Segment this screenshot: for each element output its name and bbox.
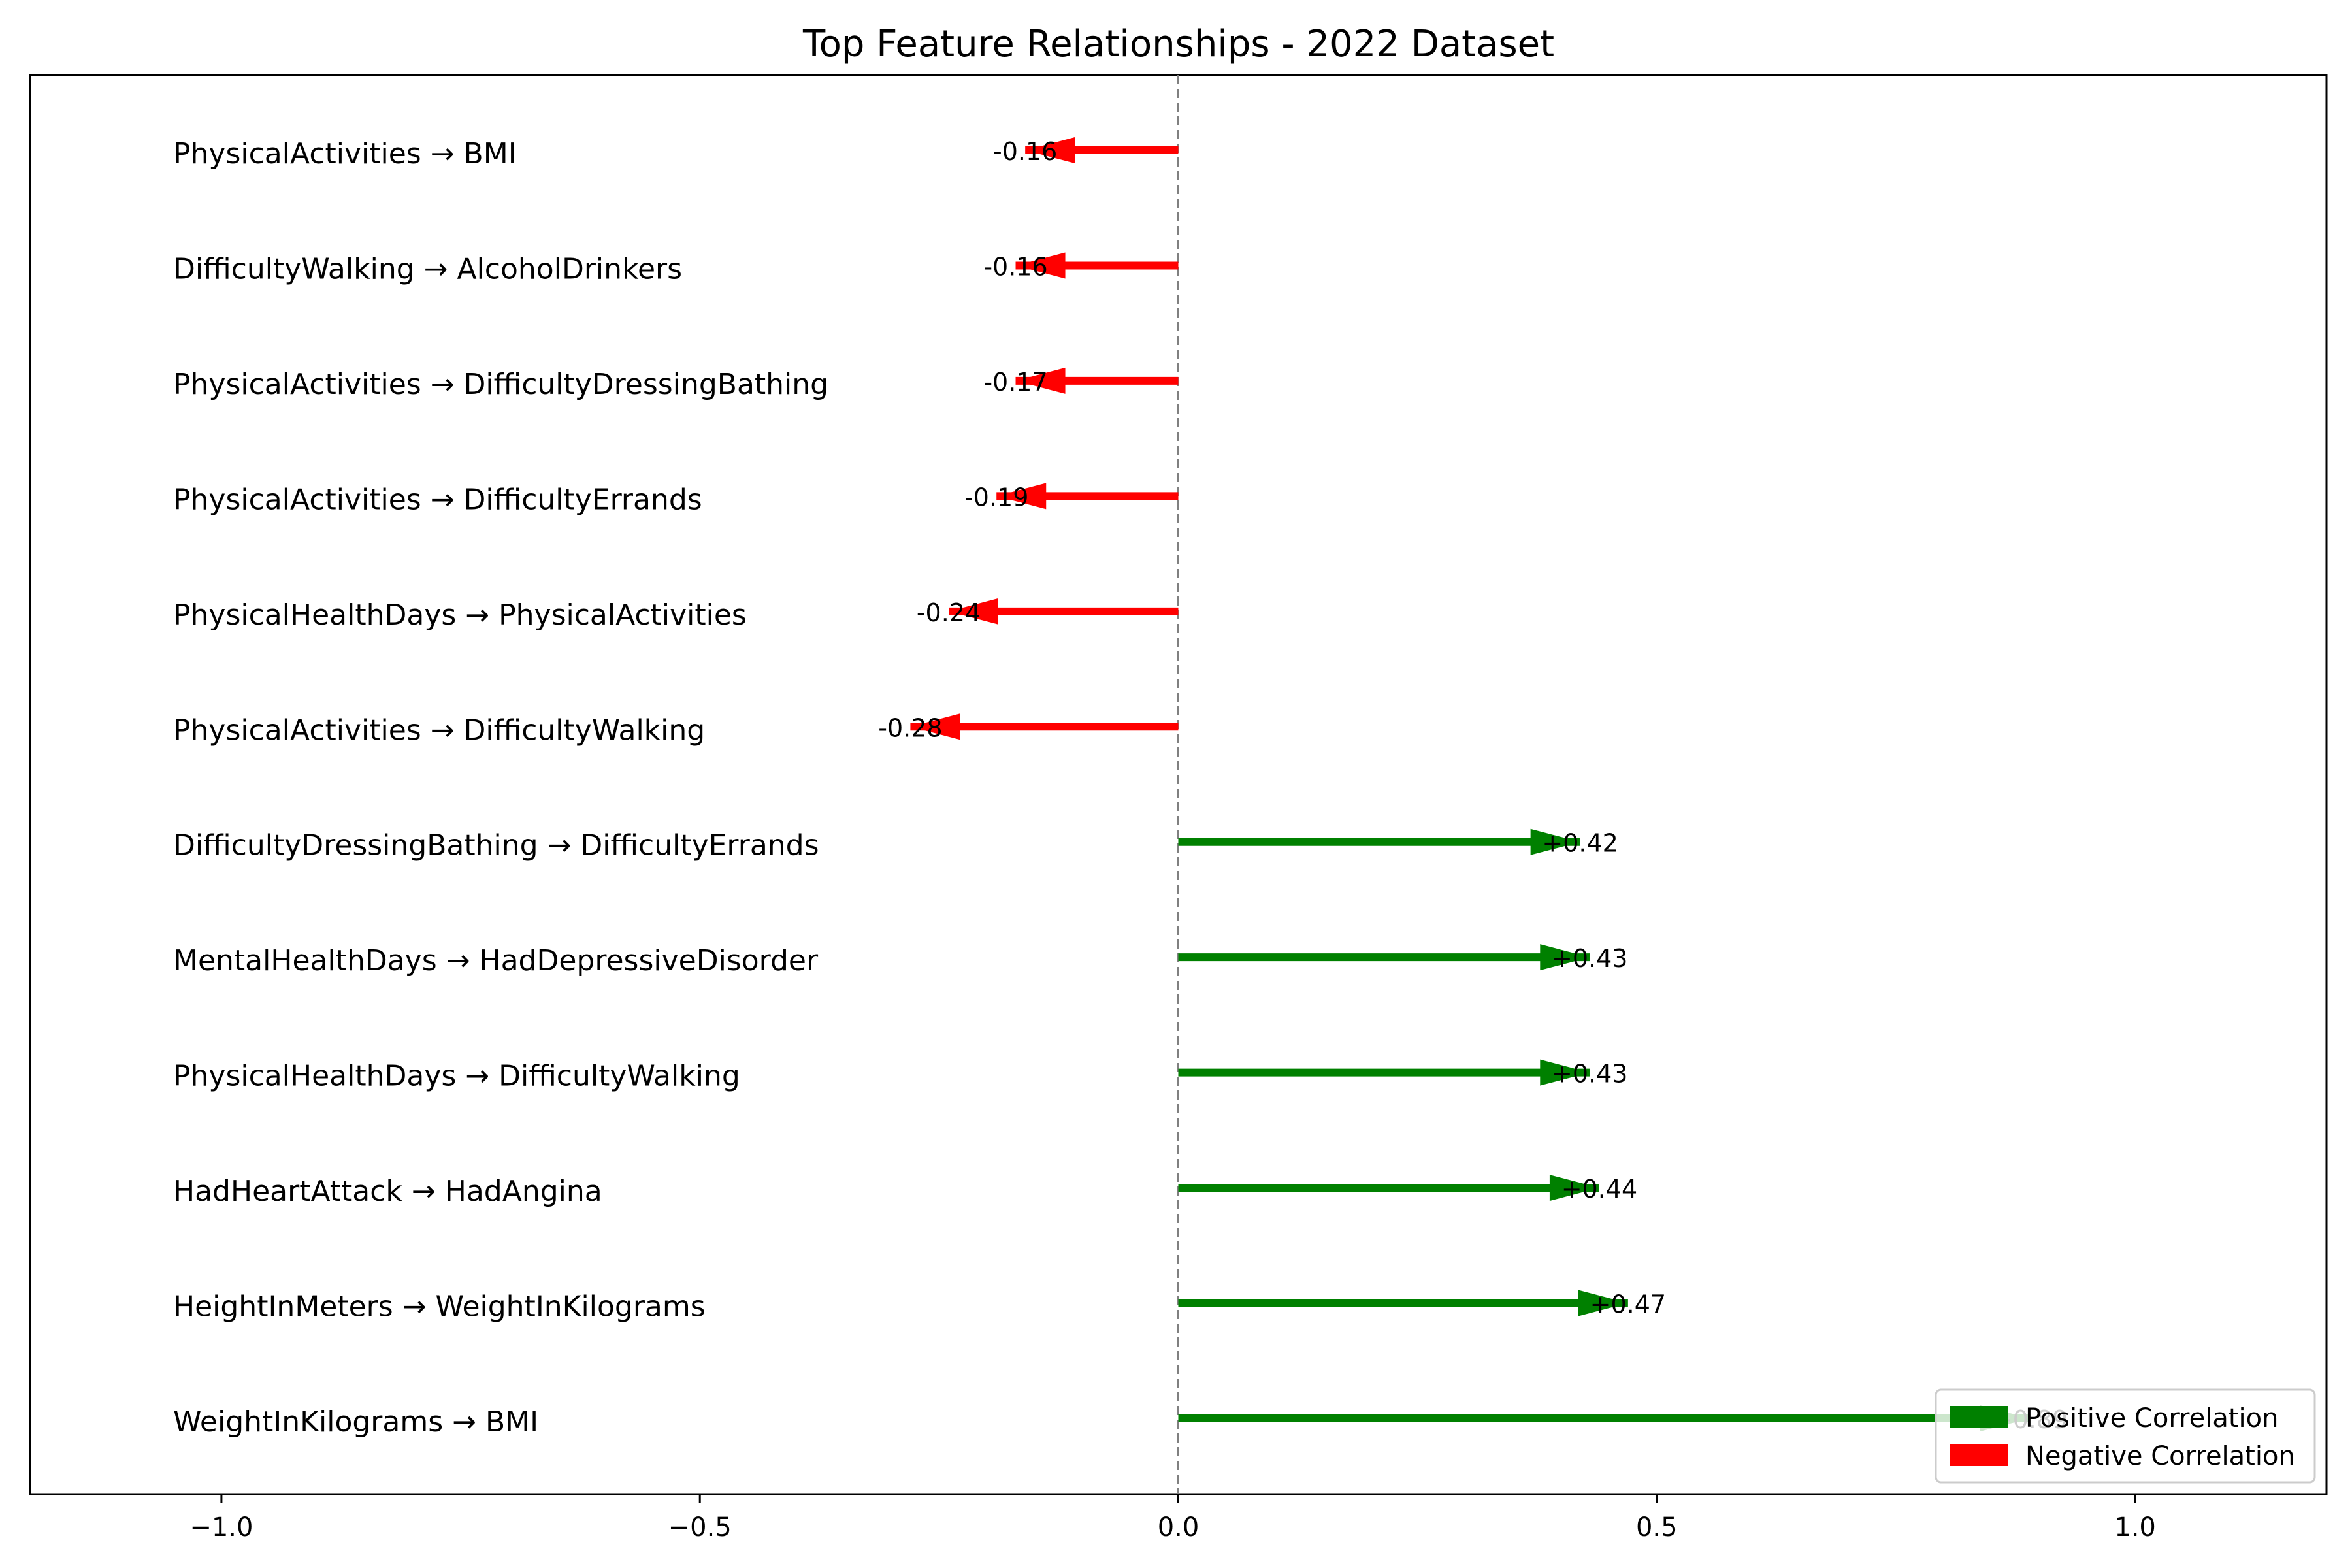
value-label: -0.28 [878,713,942,742]
relationship-label: DifficultyWalking → AlcoholDrinkers [173,252,682,286]
x-tick-label: −0.5 [668,1512,732,1543]
value-label: +0.43 [1552,944,1627,973]
relationship-item: HadHeartAttack → HadAngina +0.44 [173,1175,1637,1208]
relationship-item: DifficultyDressingBathing → DifficultyEr… [173,828,1618,862]
arrow-head [949,598,998,625]
value-label: +0.44 [1561,1175,1637,1203]
value-label: +0.42 [1542,829,1618,858]
relationship-label: WeightInKilograms → BMI [173,1405,538,1439]
arrow-head [910,713,960,740]
value-label: -0.17 [983,368,1047,397]
arrow-head [1540,944,1590,971]
relationship-label: PhysicalActivities → DifficultyWalking [173,713,705,747]
relationship-label: PhysicalActivities → DifficultyErrands [173,483,702,516]
relationship-item: PhysicalActivities → DifficultyWalking -0… [173,713,1179,747]
relationship-item: DifficultyWalking → AlcoholDrinkers -0.16 [173,252,1179,286]
value-label: -0.19 [964,483,1028,512]
x-tick-label: 0.5 [1636,1512,1678,1543]
arrow-head [1025,137,1075,163]
relationship-label: PhysicalActivities → DifficultyDressingB… [173,368,828,401]
relationship-label: HeightInMeters → WeightInKilograms [173,1290,706,1324]
legend-label: Negative Correlation [2025,1441,2295,1471]
relationship-label: PhysicalHealthDays → DifficultyWalking [173,1060,740,1093]
value-label: -0.24 [917,598,981,627]
legend [1935,1388,2316,1484]
arrow-head [1015,367,1066,394]
arrow-head [1578,1290,1628,1316]
relationship-item: HeightInMeters → WeightInKilograms +0.47 [173,1290,1666,1324]
value-label: +0.47 [1590,1290,1666,1319]
relationship-item: PhysicalHealthDays → DifficultyWalking +0… [173,1059,1627,1093]
x-tick-label: 0.0 [1158,1512,1200,1543]
relationship-label: DifficultyDressingBathing → DifficultyEr… [173,829,819,862]
x-tick-label: 1.0 [2114,1512,2156,1543]
relationship-item: PhysicalActivities → DifficultyErrands -0… [173,483,1179,516]
legend-swatch [1950,1444,2008,1466]
legend-swatch [1950,1406,2008,1428]
relationship-label: MentalHealthDays → HadDepressiveDisorder [173,944,819,977]
relationship-label: PhysicalActivities → BMI [173,137,517,171]
relationship-label: HadHeartAttack → HadAngina [173,1175,602,1208]
x-tick-label: −1.0 [189,1512,253,1543]
value-label: +0.43 [1552,1060,1627,1088]
arrow-head [1549,1175,1599,1201]
relationship-item: PhysicalActivities → DifficultyDressingB… [173,367,1179,401]
chart-title: Top Feature Relationships - 2022 Dataset [802,23,1554,65]
value-label: -0.16 [993,137,1057,166]
relationship-item: PhysicalActivities → BMI -0.16 [173,137,1179,171]
relationship-item: MentalHealthDays → HadDepressiveDisorder… [173,944,1627,977]
value-label: -0.16 [983,252,1047,281]
legend-label: Positive Correlation [2025,1403,2278,1433]
arrow-head [1540,1059,1590,1086]
relationship-label: PhysicalHealthDays → PhysicalActivities [173,598,747,632]
arrow-head [1015,252,1066,279]
arrow-head [1530,828,1580,855]
relationship-item: PhysicalHealthDays → PhysicalActivities -… [173,598,1179,632]
arrow-head [996,483,1047,510]
